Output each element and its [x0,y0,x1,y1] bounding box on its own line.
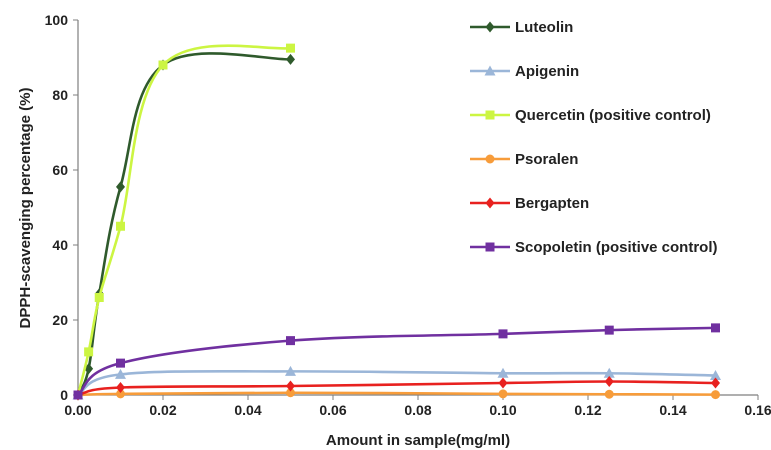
data-point [710,370,721,380]
x-tick-label: 0.16 [744,402,771,418]
y-tick-label: 60 [52,162,68,178]
data-point [604,389,614,399]
legend-entry: Quercetin (positive control) [470,107,711,124]
legend-label: Apigenin [515,63,579,80]
legend-marker [485,197,495,209]
y-tick-label: 0 [60,387,68,403]
y-tick-label: 100 [45,12,69,28]
y-tick-label: 80 [52,87,68,103]
legend-entry: Scopoletin (positive control) [470,239,718,256]
x-axis-title: Amount in sample(mg/ml) [326,432,510,449]
x-tick-label: 0.06 [319,402,346,418]
axes: 0.00 0.02 0.04 0.06 0.08 0.10 0.12 0.14 0.16 0 20 4… [45,12,771,418]
data-point [115,368,126,379]
data-point [286,336,295,346]
data-point [116,382,125,393]
data-point [285,365,296,376]
legend-marker [484,65,496,76]
data-point [498,389,508,399]
x-tick-label: 0.10 [489,402,516,418]
data-point [497,367,509,378]
x-tick-label: 0.12 [574,402,601,418]
data-point [116,181,125,193]
legend-label: Bergapten [515,195,589,212]
data-point [711,323,720,333]
x-tick-label: 0.14 [659,402,686,418]
legend-marker [485,21,495,33]
legend: Luteolin Apigenin Quercetin (positive cont… [470,19,718,256]
series-bergapten [73,376,720,401]
y-axis-title: DPPH-scavenging percentage (%) [17,88,34,329]
series-psoralen [73,388,720,400]
series-luteolin [73,52,295,401]
series-line [77,369,716,397]
y-tick-label: 40 [52,237,68,253]
x-tick-label: 0.08 [404,402,431,418]
data-point [116,358,125,368]
legend-entry: Bergapten [470,195,589,212]
data-point [286,53,295,65]
data-point [116,389,125,399]
data-point [498,329,508,339]
legend-label: Scopoletin (positive control) [515,239,718,256]
legend-entry: Luteolin [470,19,573,36]
data-point [286,43,295,53]
data-point [73,390,83,400]
legend-marker [485,154,495,164]
data-point [498,377,508,389]
y-tick-label: 20 [52,312,68,328]
plot-area [72,43,721,401]
legend-label: Quercetin (positive control) [515,107,711,124]
legend-entry: Apigenin [470,63,579,80]
legend-label: Luteolin [515,19,573,36]
data-point [94,293,104,302]
legend-entry: Psoralen [470,151,578,168]
x-tick-label: 0.04 [234,402,261,418]
data-point [711,377,720,389]
data-point [604,325,614,335]
legend-label: Psoralen [515,151,578,168]
series-quercetin [73,43,295,400]
data-point [84,347,94,357]
data-point [604,376,614,387]
legend-marker [485,110,495,120]
x-tick-label: 0.02 [149,402,176,418]
data-point [286,388,295,398]
data-point [286,380,295,392]
data-point [603,367,615,378]
series-scopoletin [73,323,720,400]
data-point [116,221,125,231]
data-point [158,60,168,70]
data-point [711,390,720,400]
legend-marker [485,242,495,252]
x-tick-label: 0.00 [64,402,91,418]
